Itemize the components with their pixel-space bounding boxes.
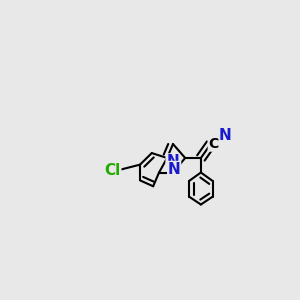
- Text: N: N: [166, 154, 179, 169]
- Text: N: N: [218, 128, 231, 143]
- Text: Cl: Cl: [104, 163, 121, 178]
- Text: N: N: [168, 161, 181, 176]
- Text: C: C: [208, 137, 219, 151]
